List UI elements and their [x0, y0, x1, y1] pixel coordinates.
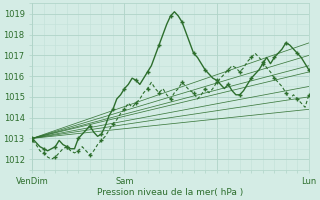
X-axis label: Pression niveau de la mer( hPa ): Pression niveau de la mer( hPa ) [98, 188, 244, 197]
